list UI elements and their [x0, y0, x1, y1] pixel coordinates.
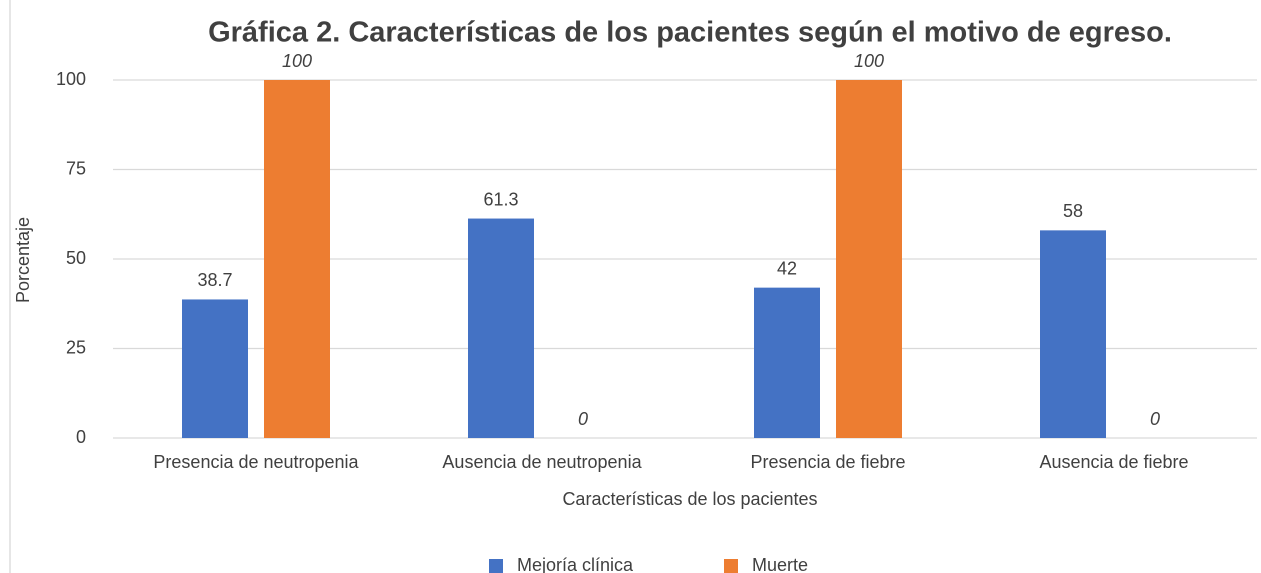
y-tick-label: 75 — [66, 158, 86, 178]
data-label: 0 — [578, 409, 588, 429]
data-label: 58 — [1063, 201, 1083, 221]
x-tick-label: Ausencia de fiebre — [1039, 452, 1188, 472]
data-label: 42 — [777, 258, 797, 278]
legend-swatch — [724, 559, 738, 573]
x-tick-label: Presencia de fiebre — [750, 452, 905, 472]
bar — [836, 80, 902, 438]
y-tick-label: 0 — [76, 427, 86, 447]
data-label: 100 — [282, 51, 312, 71]
data-label: 38.7 — [197, 270, 232, 290]
legend-swatch — [489, 559, 503, 573]
legend-label: Muerte — [752, 555, 808, 573]
chart-title: Gráfica 2. Características de los pacien… — [208, 17, 1172, 49]
y-tick-label: 25 — [66, 337, 86, 357]
y-tick-label: 50 — [66, 248, 86, 268]
bar — [182, 299, 248, 438]
data-label: 100 — [854, 51, 884, 71]
bar — [754, 287, 820, 438]
bar — [1040, 230, 1106, 438]
legend-label: Mejoría clínica — [517, 555, 634, 573]
x-tick-label: Presencia de neutropenia — [153, 452, 359, 472]
data-label: 61.3 — [483, 189, 518, 209]
data-label: 0 — [1150, 409, 1160, 429]
x-axis-label: Características de los pacientes — [562, 489, 817, 509]
bar — [264, 80, 330, 438]
y-tick-label: 100 — [56, 69, 86, 89]
x-tick-label: Ausencia de neutropenia — [442, 452, 642, 472]
bar — [468, 218, 534, 438]
y-axis-label: Porcentaje — [13, 217, 33, 303]
